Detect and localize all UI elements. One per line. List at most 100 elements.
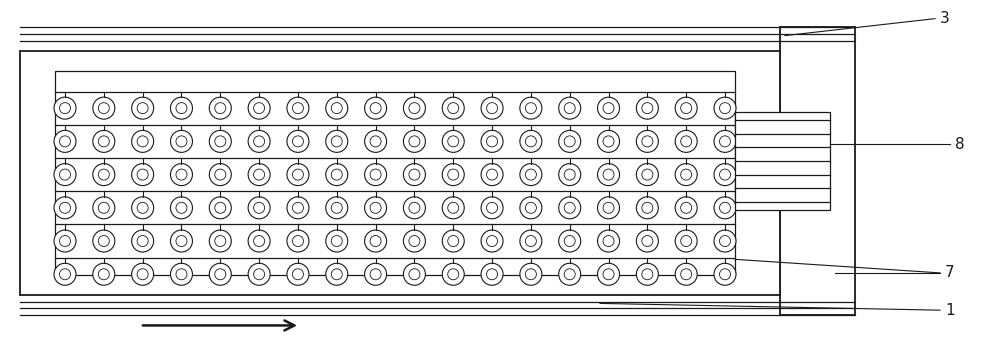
Ellipse shape [326,97,348,119]
Ellipse shape [54,197,76,219]
Ellipse shape [331,103,342,114]
Text: 8: 8 [955,137,965,152]
Ellipse shape [487,269,498,280]
Ellipse shape [254,136,265,147]
Ellipse shape [176,269,187,280]
Ellipse shape [370,202,381,213]
Ellipse shape [137,202,148,213]
Ellipse shape [720,103,730,114]
Ellipse shape [254,236,265,246]
Ellipse shape [137,136,148,147]
Ellipse shape [481,197,503,219]
Ellipse shape [520,230,542,252]
Ellipse shape [675,263,697,285]
Ellipse shape [559,197,581,219]
Text: 3: 3 [940,11,950,26]
Ellipse shape [448,236,459,246]
Ellipse shape [54,164,76,185]
Ellipse shape [403,263,425,285]
Ellipse shape [292,103,303,114]
Ellipse shape [681,103,692,114]
Ellipse shape [487,236,498,246]
Text: 7: 7 [945,265,955,280]
Ellipse shape [287,97,309,119]
Ellipse shape [642,136,653,147]
Ellipse shape [603,136,614,147]
Ellipse shape [60,136,70,147]
Ellipse shape [520,97,542,119]
Ellipse shape [170,164,192,185]
Ellipse shape [170,131,192,152]
Ellipse shape [54,263,76,285]
Ellipse shape [636,230,658,252]
Ellipse shape [176,202,187,213]
Ellipse shape [403,164,425,185]
Ellipse shape [326,197,348,219]
Ellipse shape [642,169,653,180]
Ellipse shape [598,230,620,252]
Ellipse shape [60,236,70,246]
Ellipse shape [487,169,498,180]
Ellipse shape [598,97,620,119]
Ellipse shape [176,136,187,147]
Ellipse shape [215,169,226,180]
Ellipse shape [442,197,464,219]
Ellipse shape [636,263,658,285]
Ellipse shape [292,236,303,246]
Ellipse shape [326,263,348,285]
Ellipse shape [603,103,614,114]
Ellipse shape [442,263,464,285]
Ellipse shape [603,202,614,213]
Ellipse shape [564,236,575,246]
Ellipse shape [287,164,309,185]
Bar [20,51,780,295]
Ellipse shape [331,169,342,180]
Ellipse shape [54,97,76,119]
Ellipse shape [559,164,581,185]
Ellipse shape [409,202,420,213]
Ellipse shape [559,263,581,285]
Ellipse shape [487,136,498,147]
Ellipse shape [170,263,192,285]
Ellipse shape [326,230,348,252]
Ellipse shape [98,269,109,280]
Ellipse shape [403,97,425,119]
Ellipse shape [176,169,187,180]
Ellipse shape [720,202,730,213]
Ellipse shape [370,236,381,246]
Ellipse shape [448,103,459,114]
Ellipse shape [409,103,420,114]
Ellipse shape [132,263,154,285]
Ellipse shape [54,131,76,152]
Ellipse shape [365,197,387,219]
Ellipse shape [287,263,309,285]
Ellipse shape [559,97,581,119]
Ellipse shape [559,230,581,252]
Ellipse shape [254,202,265,213]
Ellipse shape [487,202,498,213]
Ellipse shape [675,131,697,152]
Ellipse shape [681,236,692,246]
Ellipse shape [365,230,387,252]
Ellipse shape [215,236,226,246]
Ellipse shape [481,97,503,119]
Ellipse shape [409,169,420,180]
Ellipse shape [714,197,736,219]
Ellipse shape [714,97,736,119]
Ellipse shape [248,197,270,219]
Ellipse shape [60,169,70,180]
Ellipse shape [365,97,387,119]
Ellipse shape [442,164,464,185]
Ellipse shape [520,263,542,285]
Ellipse shape [525,236,536,246]
Ellipse shape [559,131,581,152]
Ellipse shape [714,164,736,185]
Ellipse shape [248,97,270,119]
Ellipse shape [525,169,536,180]
Ellipse shape [403,230,425,252]
Ellipse shape [603,269,614,280]
Ellipse shape [209,97,231,119]
Ellipse shape [714,230,736,252]
Ellipse shape [98,236,109,246]
Ellipse shape [603,169,614,180]
